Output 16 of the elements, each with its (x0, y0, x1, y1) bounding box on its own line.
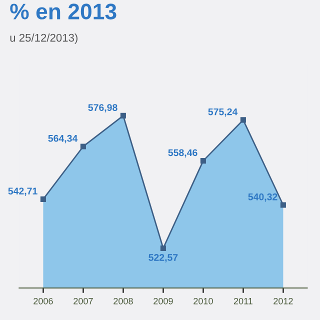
x-tick-label: 2011 (234, 298, 252, 304)
x-tick-label: 2010 (194, 298, 213, 304)
data-label: 522,57 (148, 254, 178, 262)
data-label: 576,98 (88, 104, 118, 112)
x-tick-label: 2012 (274, 298, 293, 304)
x-tick-label: 2007 (74, 298, 93, 304)
data-label: 558,46 (168, 149, 198, 158)
chart-subtitle: u 25/12/2013) (10, 34, 78, 44)
data-label: 575,24 (208, 108, 238, 117)
chart-title: % en 2013 (10, 4, 116, 20)
x-tick-label: 2006 (34, 298, 53, 304)
data-label: 564,34 (48, 134, 78, 144)
data-label: 540,32 (248, 193, 278, 202)
data-label: 542,71 (8, 188, 38, 196)
x-tick-label: 2008 (114, 298, 133, 304)
x-tick-label: 2009 (154, 298, 173, 304)
